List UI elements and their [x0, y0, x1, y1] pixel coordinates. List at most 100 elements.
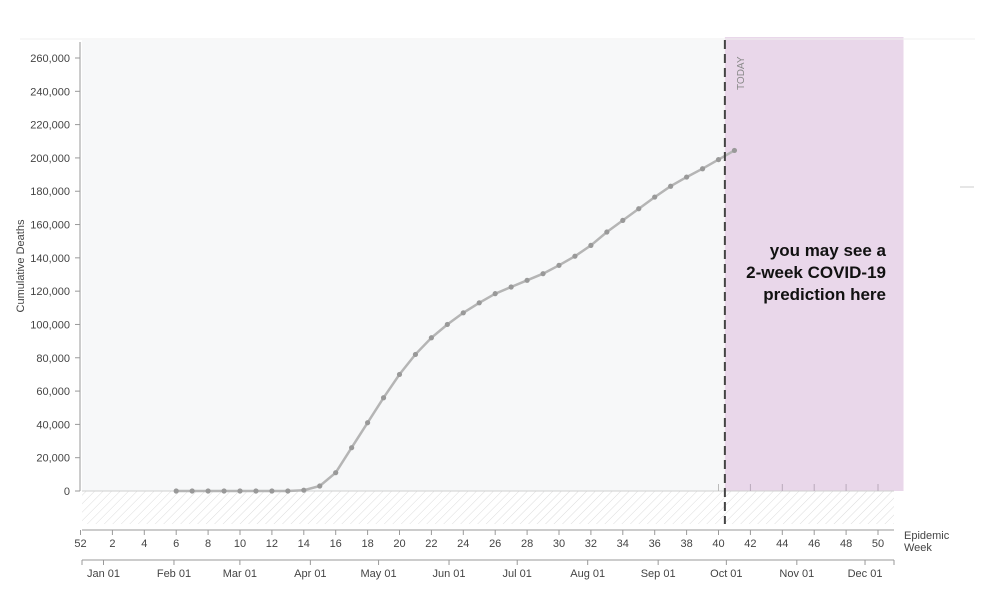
epiweek-tick-label: 18: [361, 538, 373, 550]
epiweek-tick-label: 22: [425, 538, 437, 550]
month-axis: Jan 01 Feb 01 Mar 01 Apr 01 May 01 Jun 01 Jul …: [81, 559, 895, 580]
month-tick-label: Jun 01: [433, 568, 466, 580]
epiweek-tick-label: 52: [74, 538, 86, 550]
prediction-message: you may see a 2-week COVID-19 prediction h…: [746, 241, 886, 304]
month-tick-label: Sep 01: [641, 568, 676, 580]
data-point: [189, 488, 195, 494]
below-zero-hatch: [82, 491, 894, 524]
epiweek-tick-label: 28: [521, 538, 533, 550]
data-point: [412, 351, 419, 358]
data-point: [380, 395, 387, 401]
epiweek-tick-label: 26: [489, 538, 501, 550]
data-point: [205, 488, 211, 494]
data-point: [253, 488, 259, 494]
y-axis: 0 20,000 40,000 60,000 80,000 100,000 120,000 1…: [30, 42, 81, 498]
data-point: [524, 277, 530, 283]
data-point: [173, 488, 179, 494]
data-point: [221, 488, 227, 494]
data-point: [285, 488, 291, 494]
data-point: [604, 229, 610, 235]
prediction-message-line: prediction here: [763, 285, 886, 304]
data-point: [333, 470, 339, 476]
y-tick-label: 80,000: [36, 353, 70, 365]
plot-area: [20, 37, 975, 524]
data-point: [684, 174, 690, 180]
month-tick-label: May 01: [361, 568, 397, 580]
epiweek-tick-label: 16: [330, 538, 342, 550]
y-tick-label: 0: [64, 486, 70, 498]
data-point: [301, 487, 307, 493]
data-point: [572, 253, 578, 259]
data-point: [269, 488, 275, 494]
y-tick-label: 180,000: [30, 186, 70, 198]
data-point: [588, 242, 594, 248]
prediction-message-line: you may see a: [770, 241, 887, 260]
data-point: [540, 271, 546, 277]
epiweek-tick-label: 12: [266, 538, 278, 550]
data-point: [476, 300, 482, 306]
y-tick-label: 120,000: [30, 286, 70, 298]
epiweek-tick-label: 24: [457, 538, 469, 550]
prediction-message-line: 2-week COVID-19: [746, 263, 886, 282]
epiweek-tick-label: 34: [617, 538, 629, 550]
data-point: [492, 291, 498, 297]
data-point: [715, 156, 722, 163]
epiweek-axis-label: Epidemic Week: [904, 530, 952, 554]
epiweek-tick-label: 44: [776, 538, 788, 550]
month-tick-label: Feb 01: [157, 568, 191, 580]
data-point: [508, 284, 514, 290]
data-point: [620, 217, 626, 223]
epiweek-tick-label: 10: [234, 538, 246, 550]
epiweek-tick-label: 4: [141, 538, 147, 550]
data-point: [556, 262, 562, 268]
data-point: [349, 445, 355, 451]
epiweek-tick-label: 30: [553, 538, 565, 550]
y-tick-label: 40,000: [36, 419, 70, 431]
month-tick-label: Mar 01: [223, 568, 257, 580]
month-tick-label: Apr 01: [294, 568, 326, 580]
data-point: [317, 483, 323, 489]
month-tick-label: Oct 01: [710, 568, 742, 580]
data-point: [428, 335, 434, 341]
y-tick-label: 220,000: [30, 120, 70, 132]
y-tick-label: 60,000: [36, 386, 70, 398]
data-point: [365, 420, 371, 426]
y-tick-label: 140,000: [30, 253, 70, 265]
y-tick-label: 160,000: [30, 220, 70, 232]
deaths-series: [173, 147, 738, 494]
month-tick-label: Jan 01: [87, 568, 120, 580]
data-point: [731, 147, 738, 154]
data-point: [396, 371, 403, 378]
month-tick-label: Dec 01: [848, 568, 883, 580]
epiweek-tick-label: 8: [205, 538, 211, 550]
data-point: [460, 310, 466, 316]
epiweek-tick-label: 42: [744, 538, 756, 550]
prediction-region: [724, 37, 904, 491]
data-point: [636, 206, 642, 212]
data-point: [444, 321, 450, 328]
month-tick-label: Jul 01: [503, 568, 532, 580]
today-label: TODAY: [736, 56, 747, 90]
epiweek-tick-label: 6: [173, 538, 179, 550]
y-tick-label: 240,000: [30, 86, 70, 98]
epiweek-axis-label-line-1: Epidemic: [904, 530, 950, 542]
epiweek-tick-label: 38: [680, 538, 692, 550]
epiweek-tick-label: 46: [808, 538, 820, 550]
prediction-region-ticks: [718, 484, 879, 491]
epiweek-tick-label: 32: [585, 538, 597, 550]
epiweek-tick-label: 14: [298, 538, 310, 550]
y-tick-label: 200,000: [30, 153, 70, 165]
series-line: [176, 149, 736, 493]
data-point: [668, 183, 674, 189]
epiweek-tick-label: 50: [872, 538, 884, 550]
y-tick-label: 260,000: [30, 53, 70, 65]
epiweek-tick-label: 36: [649, 538, 661, 550]
y-tick-label: 20,000: [36, 453, 70, 465]
epiweek-axis: 52 2 4 6 8 10 12 14 16 18 20 22 24 26 28 30 32 34 36 38 40 42…: [74, 529, 894, 550]
epiweek-tick-label: 48: [840, 538, 852, 550]
y-axis-label: Cumulative Deaths: [15, 219, 27, 312]
data-point: [652, 194, 658, 200]
y-tick-label: 100,000: [30, 319, 70, 331]
month-tick-label: Aug 01: [570, 568, 605, 580]
